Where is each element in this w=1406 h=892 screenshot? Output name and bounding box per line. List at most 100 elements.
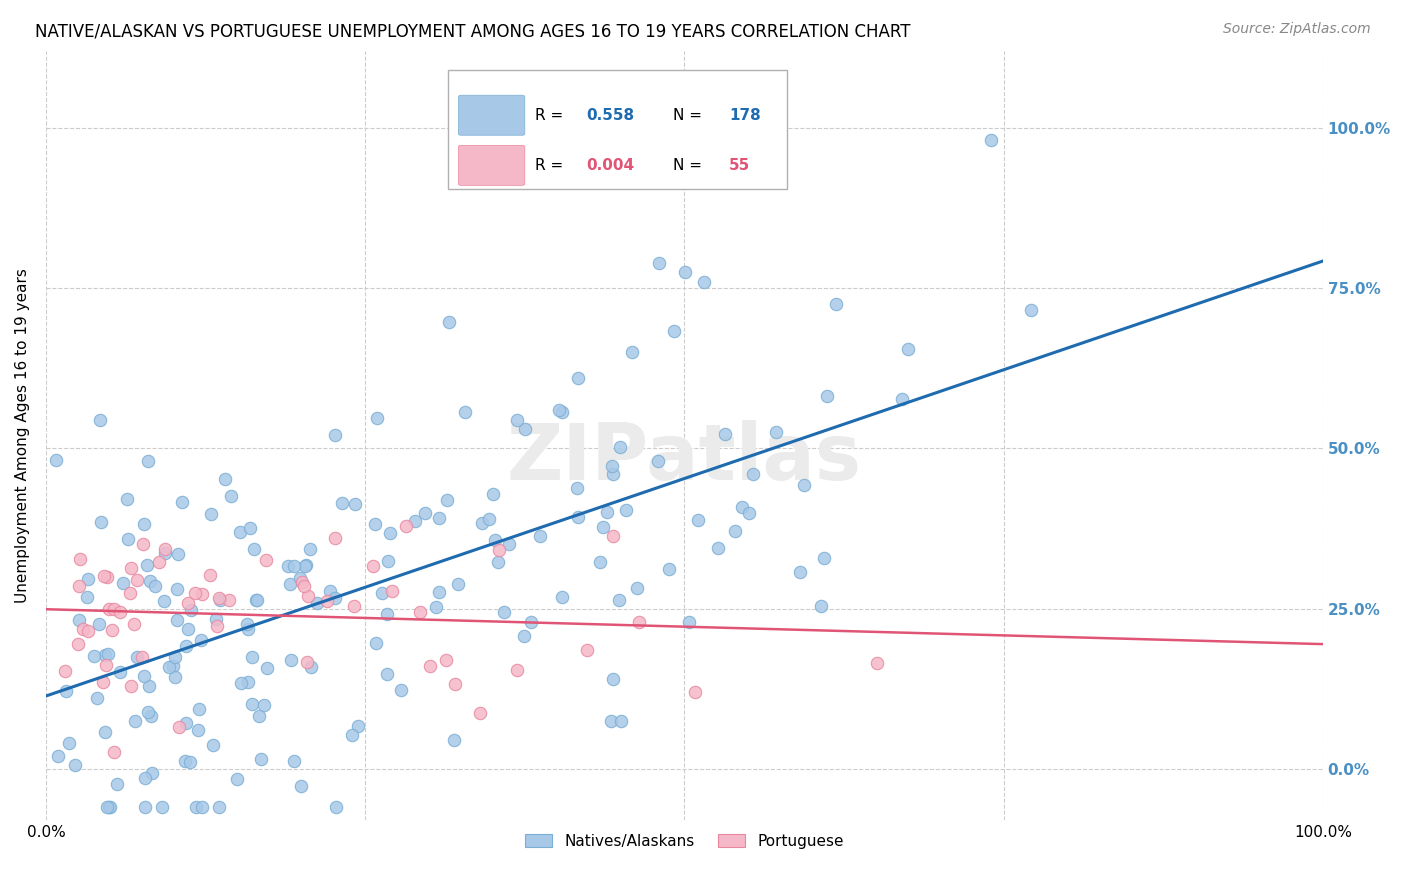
- Point: [294, 559, 316, 574]
- Point: [592, 520, 614, 534]
- Point: [163, 649, 186, 664]
- Point: [152, 593, 174, 607]
- Point: [125, 650, 148, 665]
- Point: [602, 529, 624, 543]
- Point: [240, 697, 263, 711]
- Point: [484, 533, 506, 547]
- Point: [108, 665, 131, 679]
- Point: [93, 568, 115, 582]
- Point: [610, 714, 633, 729]
- FancyBboxPatch shape: [458, 95, 524, 136]
- Point: [186, 800, 208, 814]
- Point: [124, 714, 146, 728]
- Point: [139, 708, 162, 723]
- Point: [138, 454, 160, 468]
- Point: [658, 562, 681, 576]
- Point: [437, 315, 460, 329]
- Point: [166, 547, 188, 561]
- Point: [177, 622, 200, 636]
- Point: [481, 487, 503, 501]
- Point: [124, 616, 146, 631]
- Point: [96, 570, 118, 584]
- Point: [316, 594, 339, 608]
- Point: [377, 554, 399, 568]
- Point: [87, 617, 110, 632]
- Point: [229, 525, 252, 540]
- Point: [184, 586, 207, 600]
- Point: [256, 661, 278, 675]
- Point: [172, 495, 194, 509]
- Point: [427, 511, 450, 525]
- Point: [897, 343, 920, 357]
- Point: [1019, 303, 1042, 318]
- Point: [865, 657, 887, 671]
- Point: [609, 440, 631, 454]
- Text: N =: N =: [673, 158, 707, 173]
- Point: [443, 733, 465, 747]
- Point: [371, 586, 394, 600]
- Point: [254, 552, 277, 566]
- Point: [205, 618, 228, 632]
- Point: [297, 589, 319, 603]
- Point: [980, 133, 1002, 147]
- Point: [86, 691, 108, 706]
- Point: [519, 615, 541, 629]
- Point: [143, 579, 166, 593]
- Point: [299, 541, 322, 556]
- Point: [662, 324, 685, 338]
- Point: [176, 596, 198, 610]
- Point: [607, 593, 630, 607]
- Point: [108, 605, 131, 619]
- Point: [208, 800, 231, 814]
- Point: [94, 725, 117, 739]
- Point: [413, 506, 436, 520]
- Point: [529, 529, 551, 543]
- Text: N =: N =: [673, 108, 707, 123]
- Point: [295, 655, 318, 669]
- Point: [245, 592, 267, 607]
- Point: [723, 524, 745, 538]
- Point: [190, 633, 212, 648]
- Point: [98, 800, 121, 814]
- Point: [98, 601, 121, 615]
- Point: [229, 676, 252, 690]
- Point: [117, 532, 139, 546]
- FancyBboxPatch shape: [458, 145, 524, 186]
- Point: [157, 659, 180, 673]
- Point: [395, 519, 418, 533]
- Point: [138, 679, 160, 693]
- Point: [290, 779, 312, 793]
- Point: [620, 344, 643, 359]
- Point: [596, 505, 619, 519]
- Point: [243, 541, 266, 556]
- Point: [291, 575, 314, 590]
- Point: [239, 521, 262, 535]
- Point: [890, 392, 912, 406]
- Point: [98, 800, 121, 814]
- Text: ZIPatlas: ZIPatlas: [508, 420, 862, 497]
- Point: [94, 657, 117, 672]
- Point: [134, 516, 156, 531]
- Point: [693, 276, 716, 290]
- Point: [576, 642, 599, 657]
- Point: [765, 425, 787, 439]
- Point: [174, 639, 197, 653]
- Point: [425, 599, 447, 614]
- Point: [201, 738, 224, 752]
- Point: [377, 607, 399, 622]
- Point: [567, 370, 589, 384]
- Point: [134, 800, 156, 814]
- Point: [647, 454, 669, 468]
- Point: [380, 525, 402, 540]
- Point: [204, 612, 226, 626]
- Point: [66, 637, 89, 651]
- Point: [627, 615, 650, 630]
- Point: [731, 500, 754, 514]
- Point: [600, 458, 623, 473]
- Point: [602, 467, 624, 481]
- Point: [789, 565, 811, 579]
- Point: [246, 592, 269, 607]
- Point: [550, 590, 572, 604]
- Point: [155, 541, 177, 556]
- Text: R =: R =: [536, 158, 568, 173]
